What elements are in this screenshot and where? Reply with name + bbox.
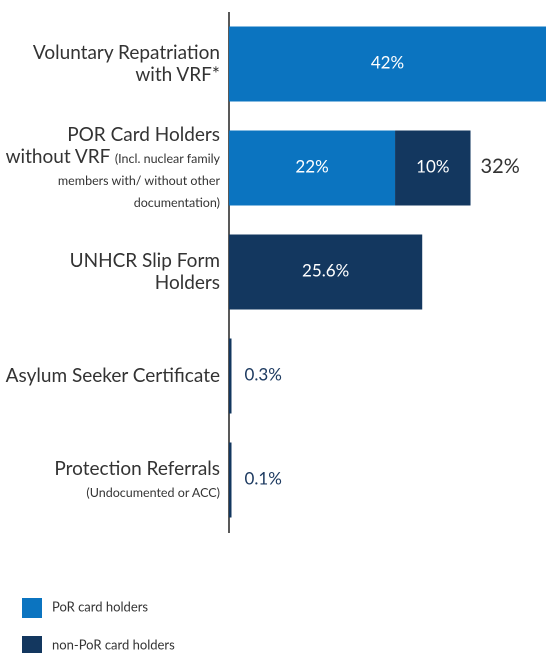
legend-label: non-PoR card holders	[52, 636, 175, 652]
legend-swatch	[22, 636, 42, 653]
value-label: 0.3%	[245, 363, 282, 384]
value-label: 25.6%	[302, 259, 349, 280]
category-name: Voluntary Repatriation with VRF*	[32, 41, 220, 86]
category-label-text: Protection Referrals (Undocumented or AC…	[4, 458, 220, 502]
bar	[229, 130, 396, 206]
category-label-text: POR Card Holders without VRF (Incl. nucl…	[4, 124, 220, 212]
category-name: UNHCR Slip Form Holders	[69, 249, 220, 294]
category-label-text: Asylum Seeker Certificate	[6, 365, 220, 387]
value-label: 0.1%	[245, 467, 282, 488]
value-label: 10%	[416, 155, 449, 176]
category-name: Asylum Seeker Certificate	[5, 364, 220, 387]
category-name: POR Card Holders without VRF	[5, 123, 220, 168]
bar	[229, 26, 546, 102]
bar	[229, 338, 232, 414]
bar	[395, 130, 471, 206]
bar	[229, 442, 232, 518]
category-label: Voluntary Repatriation with VRF*	[4, 12, 220, 116]
category-note: (Undocumented or ACC)	[86, 485, 220, 500]
bar	[229, 234, 423, 310]
category-name: Protection Referrals	[54, 457, 220, 480]
category-label-text: Voluntary Repatriation with VRF*	[4, 42, 220, 86]
value-label: 42%	[371, 51, 404, 72]
category-label: Protection Referrals (Undocumented or AC…	[4, 428, 220, 532]
category-label: POR Card Holders without VRF (Incl. nucl…	[4, 116, 220, 220]
category-label: UNHCR Slip Form Holders	[4, 220, 220, 324]
legend-label: PoR card holders	[52, 598, 148, 614]
legend-swatch	[22, 598, 42, 618]
value-label: 22%	[295, 155, 328, 176]
category-label-text: UNHCR Slip Form Holders	[4, 250, 220, 294]
category-note: (Incl. nuclear family members with/ with…	[57, 151, 220, 210]
category-label: Asylum Seeker Certificate	[4, 324, 220, 428]
total-label: 32%	[481, 154, 520, 178]
